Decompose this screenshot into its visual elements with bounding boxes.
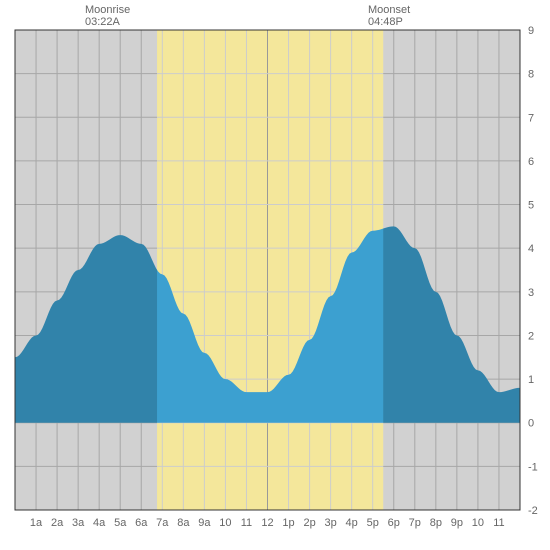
svg-text:6p: 6p <box>388 517 400 529</box>
svg-text:1p: 1p <box>282 517 294 529</box>
svg-text:10: 10 <box>219 517 231 529</box>
svg-text:0: 0 <box>528 418 534 430</box>
svg-text:1: 1 <box>528 374 534 386</box>
svg-text:9: 9 <box>528 25 534 37</box>
svg-text:9p: 9p <box>451 517 463 529</box>
svg-text:2a: 2a <box>51 517 64 529</box>
moonset-label: Moonset 04:48P <box>368 4 410 28</box>
svg-text:7p: 7p <box>409 517 421 529</box>
svg-text:5: 5 <box>528 200 534 212</box>
svg-text:11: 11 <box>493 517 504 529</box>
svg-text:5a: 5a <box>114 517 127 529</box>
svg-text:3p: 3p <box>325 517 337 529</box>
svg-text:4: 4 <box>528 243 534 255</box>
svg-text:8a: 8a <box>177 517 190 529</box>
svg-text:12: 12 <box>261 517 273 529</box>
moonset-title: Moonset <box>368 4 410 16</box>
svg-text:7: 7 <box>528 112 534 124</box>
svg-text:6a: 6a <box>135 517 148 529</box>
svg-text:4p: 4p <box>346 517 358 529</box>
svg-text:8: 8 <box>528 69 534 81</box>
moonrise-title: Moonrise <box>85 4 130 16</box>
svg-text:2p: 2p <box>303 517 315 529</box>
tide-chart: Moonrise 03:22A Moonset 04:48P 1a2a3a4a5… <box>0 0 550 550</box>
svg-text:10: 10 <box>472 517 484 529</box>
svg-text:1a: 1a <box>30 517 43 529</box>
svg-text:-2: -2 <box>528 505 538 517</box>
svg-text:3: 3 <box>528 287 534 299</box>
svg-text:8p: 8p <box>430 517 442 529</box>
moonrise-time: 03:22A <box>85 16 130 28</box>
svg-text:4a: 4a <box>93 517 106 529</box>
svg-text:9a: 9a <box>198 517 211 529</box>
svg-text:5p: 5p <box>367 517 379 529</box>
chart-svg: 1a2a3a4a5a6a7a8a9a1011121p2p3p4p5p6p7p8p… <box>0 0 550 550</box>
svg-text:3a: 3a <box>72 517 85 529</box>
svg-text:11: 11 <box>241 517 252 529</box>
moonrise-label: Moonrise 03:22A <box>85 4 130 28</box>
svg-text:-1: -1 <box>528 461 538 473</box>
svg-text:6: 6 <box>528 156 534 168</box>
svg-text:2: 2 <box>528 330 534 342</box>
svg-text:7a: 7a <box>156 517 169 529</box>
moonset-time: 04:48P <box>368 16 410 28</box>
